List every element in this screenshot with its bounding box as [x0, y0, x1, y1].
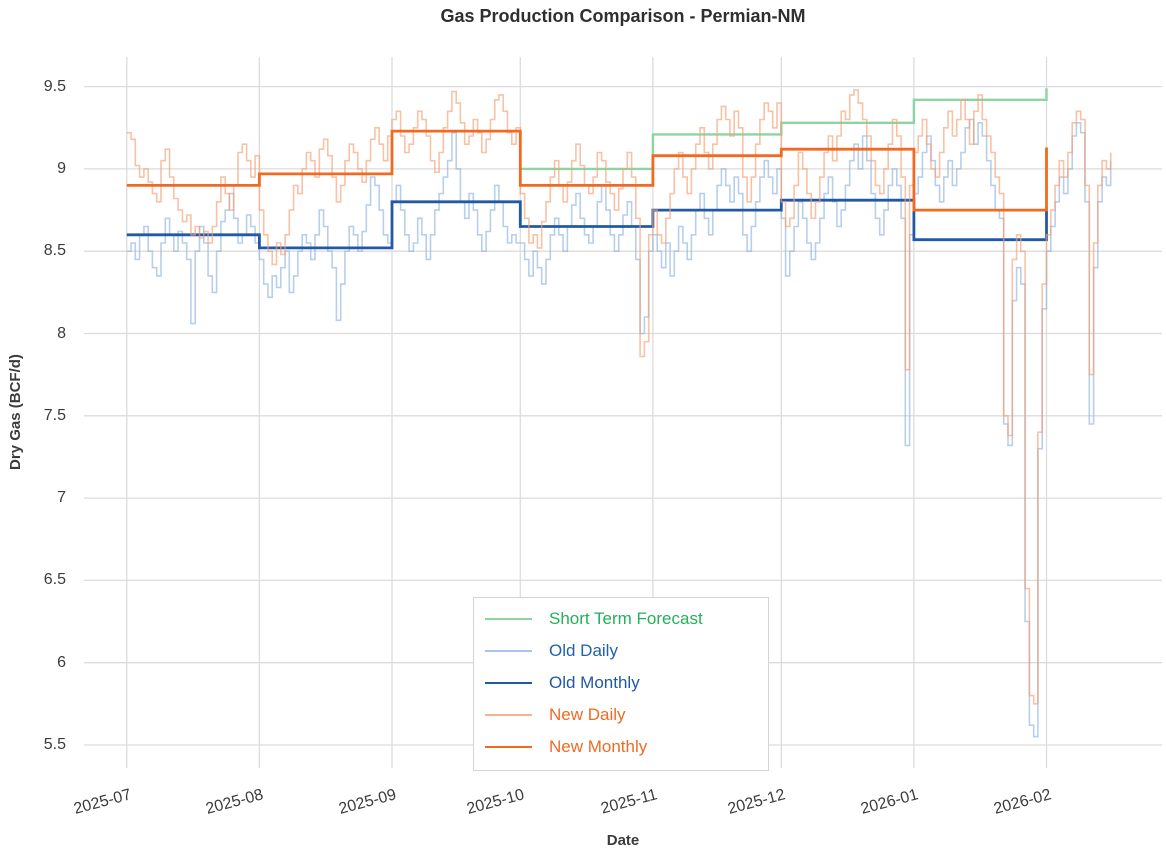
legend-item-old-monthly[interactable]: Old Monthly: [474, 667, 768, 699]
legend-item-new-monthly[interactable]: New Monthly: [474, 731, 768, 763]
legend-item-old-daily[interactable]: Old Daily: [474, 635, 768, 667]
legend-item-short-term-forecast[interactable]: Short Term Forecast: [474, 603, 768, 635]
legend-item-new-daily[interactable]: New Daily: [474, 699, 768, 731]
y-tick-label: 8.5: [43, 242, 66, 259]
y-tick-label: 5.5: [43, 736, 66, 753]
legend-swatch-new-daily: [485, 713, 532, 717]
series-old-monthly: [126, 198, 1048, 250]
legend-label: New Monthly: [549, 737, 648, 756]
x-axis-title: Date: [606, 832, 640, 849]
legend-swatch-short-term-forecast: [485, 617, 532, 621]
series-old-daily: [126, 118, 1112, 738]
y-tick-label: 9: [57, 160, 66, 177]
y-tick-label: 6.5: [43, 571, 66, 588]
y-tick-label: 6: [57, 654, 66, 671]
y-tick-label: 7: [57, 489, 66, 506]
legend-label: Short Term Forecast: [549, 609, 703, 628]
series-new-monthly: [126, 129, 1048, 212]
legend: Short Term Forecast Old Daily Old Monthl…: [473, 597, 769, 771]
legend-swatch-new-monthly: [485, 745, 532, 749]
series-new-daily: [126, 89, 1112, 705]
chart-title: Gas Production Comparison - Permian-NM: [440, 6, 806, 26]
legend-label: New Daily: [549, 705, 626, 724]
legend-label: Old Daily: [549, 641, 618, 660]
legend-swatch-old-monthly: [485, 681, 532, 685]
y-tick-label: 8: [57, 325, 66, 342]
y-tick-label: 9.5: [43, 78, 66, 95]
legend-label: Old Monthly: [549, 673, 640, 692]
legend-swatch-old-daily: [485, 649, 532, 653]
y-tick-label: 7.5: [43, 407, 66, 424]
